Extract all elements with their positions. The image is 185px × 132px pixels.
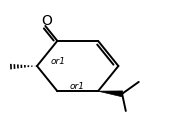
Text: O: O <box>41 14 52 28</box>
Text: or1: or1 <box>69 82 84 91</box>
Polygon shape <box>98 91 123 97</box>
Text: or1: or1 <box>51 57 66 66</box>
